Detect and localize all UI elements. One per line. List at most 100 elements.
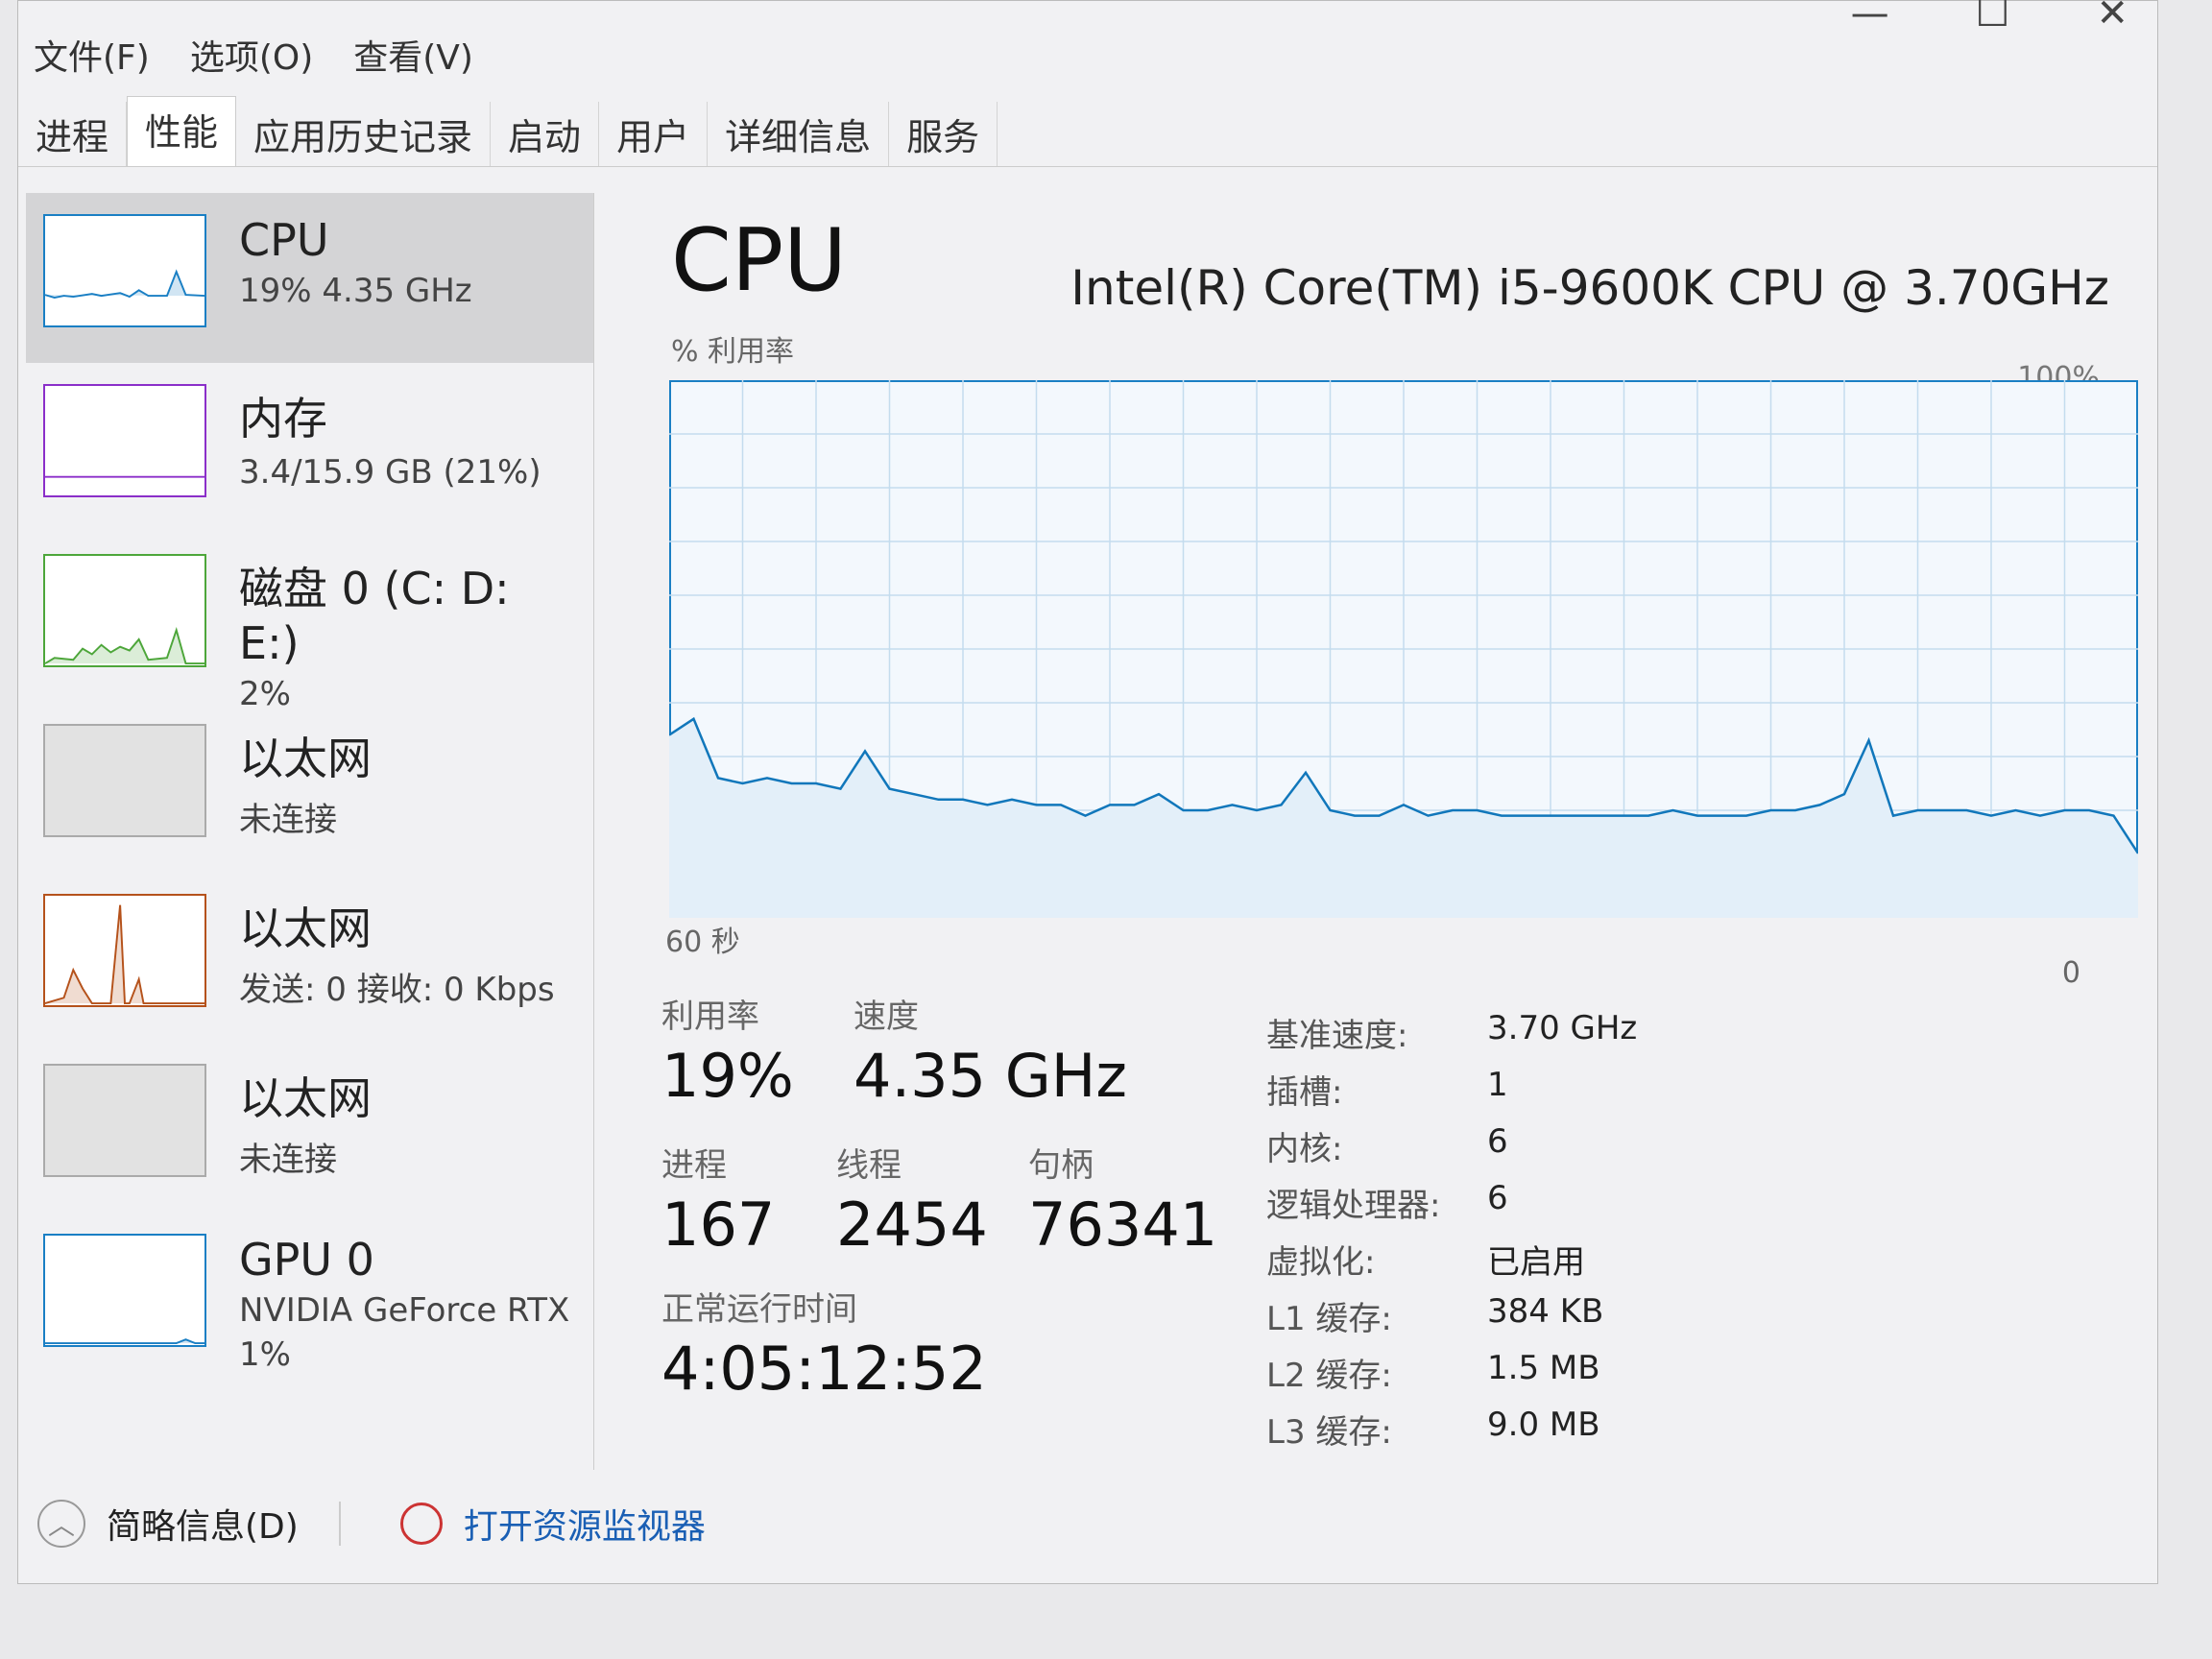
data-point	[1647, 815, 1649, 817]
sidebar-item-usage: 1%	[239, 1335, 291, 1374]
thread-label: 线程	[836, 1146, 902, 1185]
task-manager-window: 文件(F) 选项(O) 查看(V) — ☐ ✕ 进程 性能 应用历史记录 启动 用户 详细…	[17, 0, 2158, 1584]
data-point	[1379, 815, 1380, 817]
cpu-panel: CPU Intel(R) Core(TM) i5-9600K CPU @ 3.7…	[652, 193, 2138, 1470]
sparkline-thumbnail	[43, 724, 206, 837]
sidebar-item-subtitle: 19% 4.35 GHz	[239, 272, 472, 310]
sidebar-item-subtitle: 2%	[239, 675, 291, 713]
data-point	[962, 799, 964, 801]
info-key: L3 缓存:	[1266, 1413, 1392, 1452]
sidebar-item-title: GPU 0	[239, 1234, 374, 1286]
data-point	[2064, 809, 2065, 811]
speed-value: 4.35 GHz	[854, 1041, 1127, 1111]
data-point	[1941, 809, 1943, 811]
tab-5[interactable]: 详细信息	[708, 102, 890, 166]
sidebar-item-title: 以太网	[239, 733, 372, 784]
menu-view[interactable]: 查看(V)	[353, 38, 473, 78]
cpu-model: Intel(R) Core(TM) i5-9600K CPU @ 3.70GHz	[1070, 260, 2109, 316]
resource-sidebar: CPU 19% 4.35 GHz 内存 3.4/15.9 GB (21%) 磁盘 0 (…	[26, 193, 594, 1470]
minimize-button[interactable]: —	[1850, 0, 1889, 36]
data-point	[1183, 809, 1184, 811]
cpu-usage-chart	[669, 380, 2138, 918]
data-point	[2039, 815, 2041, 817]
sparkline-thumbnail	[43, 554, 206, 667]
data-point	[815, 782, 817, 784]
info-row: L1 缓存: 384 KB	[1266, 1292, 1637, 1349]
sidebar-item-5[interactable]: 以太网 未连接	[26, 1043, 593, 1213]
sidebar-item-1[interactable]: 内存 3.4/15.9 GB (21%)	[26, 363, 593, 533]
menu-options[interactable]: 选项(O)	[189, 38, 314, 78]
info-value: 1.5 MB	[1487, 1349, 1600, 1387]
sidebar-item-2[interactable]: 磁盘 0 (C: D: E:) 2%	[26, 533, 593, 713]
chevron-up-icon[interactable]: ︿	[37, 1500, 85, 1548]
util-axis-label: % 利用率	[671, 335, 795, 369]
data-point	[791, 782, 792, 784]
util-label: 利用率	[661, 998, 759, 1036]
data-point	[1917, 809, 1918, 811]
info-key: L1 缓存:	[1266, 1300, 1392, 1338]
process-value: 167	[661, 1190, 776, 1260]
uptime-value: 4:05:12:52	[661, 1334, 987, 1404]
speed-label: 速度	[854, 998, 919, 1036]
open-resource-monitor-link[interactable]: 打开资源监视器	[463, 1507, 706, 1547]
data-point	[742, 782, 743, 784]
close-button[interactable]: ✕	[2096, 0, 2128, 36]
sidebar-item-4[interactable]: 以太网 发送: 0 接收: 0 Kbps	[26, 873, 593, 1043]
data-point	[1696, 815, 1698, 817]
sidebar-item-subtitle: 未连接	[239, 801, 337, 839]
data-point	[1745, 815, 1747, 817]
data-point	[766, 777, 768, 779]
tab-bar: 进程 性能 应用历史记录 启动 用户 详细信息 服务	[18, 96, 2157, 167]
data-point	[1011, 799, 1013, 801]
sidebar-item-6[interactable]: GPU 0 NVIDIA GeForce RTX 1%	[26, 1213, 593, 1382]
info-value: 9.0 MB	[1487, 1406, 1600, 1444]
maximize-button[interactable]: ☐	[1975, 0, 2010, 36]
util-value: 19%	[661, 1041, 794, 1111]
data-point	[889, 788, 890, 790]
tab-1[interactable]: 性能	[127, 96, 237, 166]
data-point	[1966, 809, 1967, 811]
data-point	[2088, 809, 2090, 811]
menu-file[interactable]: 文件(F)	[34, 38, 150, 78]
tab-4[interactable]: 用户	[599, 102, 709, 166]
uptime-label: 正常运行时间	[661, 1290, 857, 1329]
info-value: 6	[1487, 1122, 1508, 1161]
usage-area	[669, 718, 2138, 918]
info-row: 基准速度: 3.70 GHz	[1266, 1009, 1637, 1066]
info-row: L2 缓存: 1.5 MB	[1266, 1349, 1637, 1406]
data-point	[1892, 815, 1894, 817]
info-row: 内核: 6	[1266, 1122, 1637, 1179]
tab-2[interactable]: 应用历史记录	[236, 102, 492, 166]
sidebar-item-subtitle: 3.4/15.9 GB (21%)	[239, 453, 541, 492]
sidebar-item-subtitle: 未连接	[239, 1141, 337, 1179]
sidebar-item-3[interactable]: 以太网 未连接	[26, 703, 593, 873]
sidebar-item-subtitle: NVIDIA GeForce RTX	[239, 1291, 570, 1330]
time-label: 60 秒	[665, 926, 740, 959]
data-point	[2113, 815, 2114, 817]
info-key: 基准速度:	[1266, 1017, 1408, 1055]
data-point	[717, 777, 719, 779]
resource-monitor-icon	[399, 1503, 443, 1545]
info-row: 逻辑处理器: 6	[1266, 1179, 1637, 1236]
data-point	[913, 793, 915, 795]
info-value: 1	[1487, 1066, 1508, 1104]
sparkline-thumbnail	[43, 1234, 206, 1347]
info-value: 384 KB	[1487, 1292, 1604, 1331]
fewer-details-button[interactable]: 简略信息(D)	[107, 1507, 299, 1547]
info-row: 虚拟化: 已启用	[1266, 1236, 1637, 1292]
tab-3[interactable]: 启动	[491, 102, 600, 166]
data-point	[1305, 772, 1307, 774]
data-point	[1623, 815, 1624, 817]
info-value: 已启用	[1487, 1243, 1585, 1282]
sparkline-thumbnail	[43, 384, 206, 497]
data-point	[1843, 793, 1845, 795]
data-point	[1085, 815, 1086, 817]
tab-0[interactable]: 进程	[18, 102, 128, 166]
sidebar-item-subtitle: 发送: 0 接收: 0 Kbps	[239, 971, 555, 1009]
sidebar-item-0[interactable]: CPU 19% 4.35 GHz	[26, 193, 593, 363]
tab-6[interactable]: 服务	[889, 102, 998, 166]
info-key: L2 缓存:	[1266, 1357, 1392, 1395]
info-value: 3.70 GHz	[1487, 1009, 1638, 1047]
handle-value: 76341	[1028, 1190, 1218, 1260]
menu-bar: 文件(F) 选项(O) 查看(V)	[34, 30, 473, 80]
